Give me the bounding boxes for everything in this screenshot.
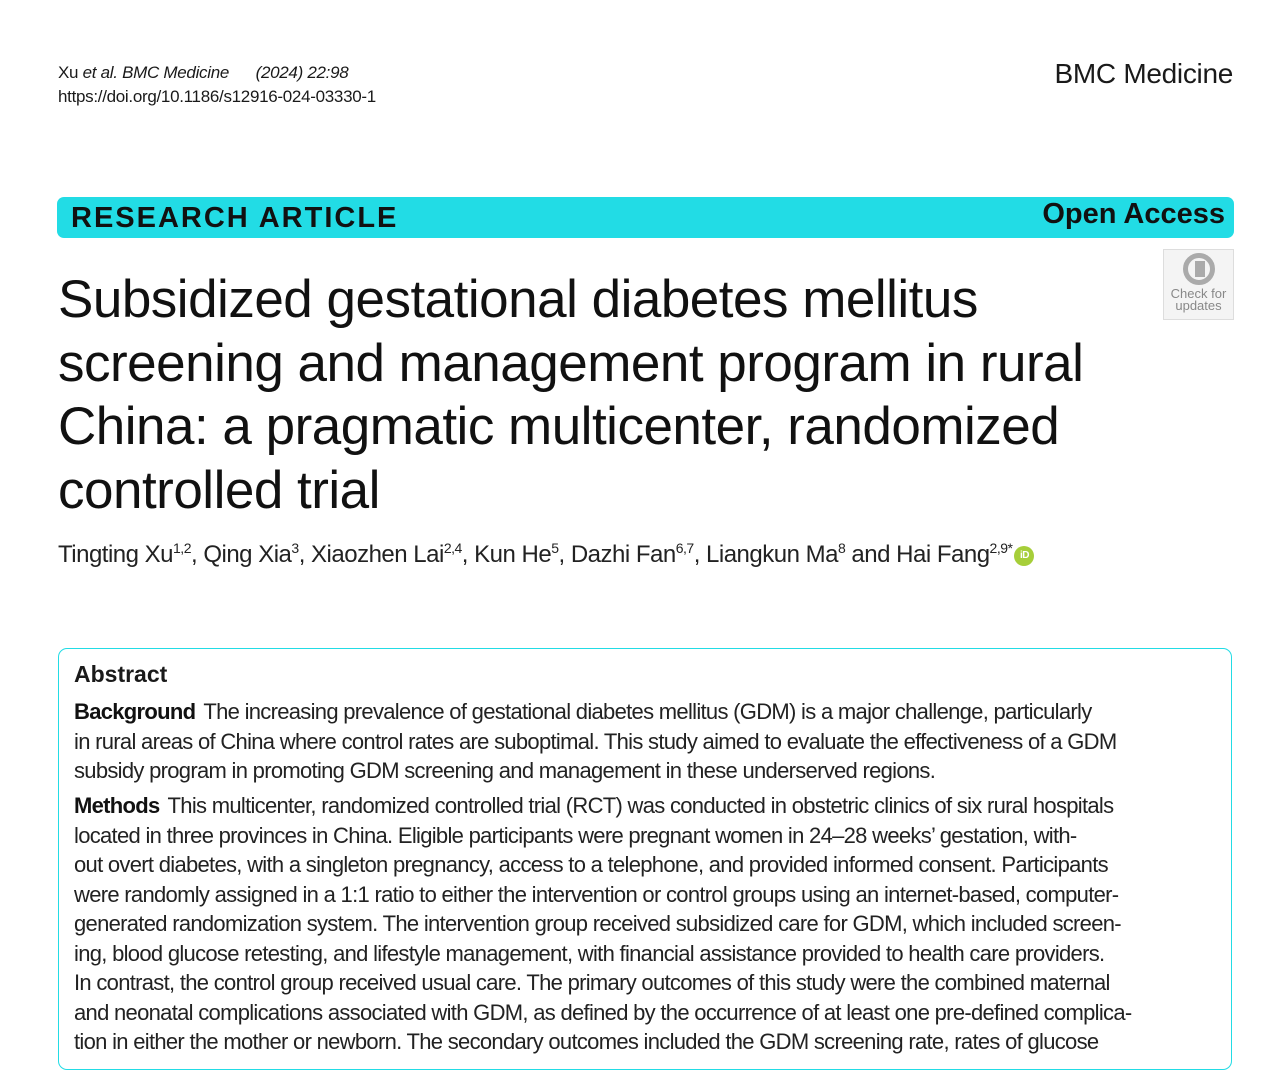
affiliation: 8 bbox=[837, 540, 846, 556]
abstract-heading: Abstract bbox=[74, 661, 168, 687]
citation-year: (2024) 22:98 bbox=[255, 63, 349, 82]
abstract-box: Abstract Background The increasing preval… bbox=[58, 648, 1232, 1070]
abstract-methods: Methods This multicenter, randomized cont… bbox=[74, 791, 1132, 1057]
citation-journal: et al. BMC Medicine bbox=[82, 63, 230, 82]
affiliation: 2,4 bbox=[443, 540, 462, 556]
journal-name: BMC Medicine bbox=[1054, 58, 1234, 89]
title-line: Subsidized gestational diabetes mellitus bbox=[58, 270, 978, 329]
section-label: Methods bbox=[74, 793, 160, 818]
bookmark-icon bbox=[1182, 253, 1215, 285]
check-for-updates-button[interactable]: Check for updates bbox=[1163, 249, 1234, 320]
author-name[interactable]: Xiaozhen Lai bbox=[311, 541, 444, 568]
author-list: Tingting Xu1,2, Qing Xia3, Xiaozhen Lai2… bbox=[58, 540, 1035, 569]
title-line: controlled trial bbox=[58, 460, 380, 520]
text-line: located in three provinces in China. Eli… bbox=[74, 822, 1077, 848]
text-line: out overt diabetes, with a singleton pre… bbox=[74, 852, 1109, 877]
title-line: China: a pragmatic multicenter, randomiz… bbox=[58, 397, 1060, 456]
check-updates-text: Check for bbox=[1170, 286, 1227, 301]
text-line: were randomly assigned in a 1:1 ratio to… bbox=[74, 881, 1119, 907]
text-line: The increasing prevalence of gestational… bbox=[203, 699, 1092, 724]
article-title: Subsidized gestational diabetes mellitus… bbox=[58, 268, 1084, 522]
doi-link[interactable]: https://doi.org/10.1186/s12916-024-03330… bbox=[58, 87, 376, 106]
author-name[interactable]: Liangkun Ma bbox=[706, 541, 838, 568]
citation-header: Xu et al. BMC Medicine (2024) 22:98 http… bbox=[58, 61, 376, 109]
affiliation: 3 bbox=[291, 540, 299, 556]
affiliation: 2,9* bbox=[989, 540, 1013, 556]
citation-authors: Xu bbox=[58, 63, 83, 82]
author-name[interactable]: Dazhi Fan bbox=[570, 541, 676, 568]
article-type: RESEARCH ARTICLE bbox=[71, 202, 399, 234]
open-access-label: Open Access bbox=[1042, 198, 1225, 230]
text-line: and neonatal complications associated wi… bbox=[74, 999, 1132, 1025]
section-label: Background bbox=[74, 699, 196, 724]
author-name[interactable]: Kun He bbox=[474, 541, 552, 568]
abstract-background: Background The increasing prevalence of g… bbox=[74, 697, 1117, 786]
author-name[interactable]: Tingting Xu bbox=[58, 541, 174, 568]
affiliation: 6,7 bbox=[675, 540, 694, 556]
author-name[interactable]: Qing Xia bbox=[203, 541, 292, 568]
affiliation: 5 bbox=[551, 540, 559, 556]
text-line: in rural areas of China where control ra… bbox=[74, 728, 1117, 754]
author-name[interactable]: Hai Fang bbox=[896, 541, 990, 568]
text-line: In contrast, the control group received … bbox=[74, 970, 1110, 995]
article-type-banner: RESEARCH ARTICLE Open Access bbox=[57, 197, 1234, 238]
affiliation: 1,2 bbox=[173, 540, 191, 556]
title-line: screening and management program in rura… bbox=[58, 333, 1084, 393]
check-updates-text: updates bbox=[1175, 298, 1222, 313]
orcid-icon[interactable]: iD bbox=[1014, 545, 1035, 566]
text-line: generated randomization system. The inte… bbox=[74, 911, 1122, 936]
text-line: ing, blood glucose retesting, and lifest… bbox=[74, 940, 1105, 966]
text-line: subsidy program in promoting GDM screeni… bbox=[74, 758, 936, 783]
text-line: This multicenter, randomized controlled … bbox=[167, 793, 1115, 818]
text-line: tion in either the mother or newborn. Th… bbox=[74, 1029, 1099, 1054]
